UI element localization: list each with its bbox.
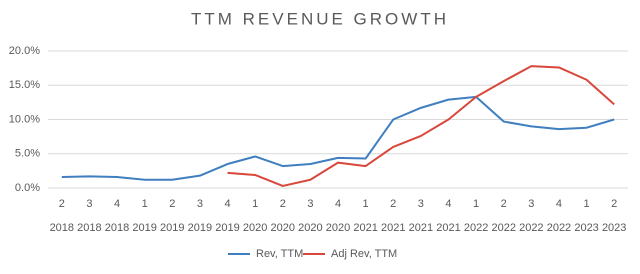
x-tick-label: 2021	[436, 222, 460, 234]
x-tick-label: 3	[528, 198, 534, 210]
y-tick-label: 20.0%	[9, 45, 40, 57]
x-tick-label: 3	[307, 198, 313, 210]
x-tick-label: 2	[611, 198, 617, 210]
x-tick-label: 4	[114, 198, 120, 210]
x-tick-label: 1	[363, 198, 369, 210]
y-tick-label: 10.0%	[9, 113, 40, 125]
x-tick-label: 2022	[464, 222, 488, 234]
x-tick-label: 1	[473, 198, 479, 210]
x-tick-label: 4	[556, 198, 562, 210]
x-tick-label: 2	[390, 198, 396, 210]
x-tick-label: 2022	[491, 222, 515, 234]
y-tick-label: 5.0%	[15, 148, 40, 160]
legend-label: Rev, TTM	[256, 248, 303, 260]
x-tick-label: 3	[418, 198, 424, 210]
x-tick-label: 2021	[381, 222, 405, 234]
x-tick-label: 2	[280, 198, 286, 210]
series-line	[61, 95, 615, 181]
x-tick-label: 2020	[243, 222, 267, 234]
x-tick-label: 2018	[105, 222, 129, 234]
x-tick-label: 1	[584, 198, 590, 210]
x-tick-label: 2020	[326, 222, 350, 234]
x-tick-label: 2018	[77, 222, 101, 234]
x-tick-label: 2019	[132, 222, 156, 234]
x-tick-label: 3	[86, 198, 92, 210]
x-tick-label: 2022	[519, 222, 543, 234]
x-tick-label: 3	[197, 198, 203, 210]
x-tick-label: 2019	[160, 222, 184, 234]
x-tick-label: 2022	[547, 222, 571, 234]
x-tick-label: 2020	[298, 222, 322, 234]
x-tick-label: 4	[224, 198, 230, 210]
x-tick-label: 2019	[188, 222, 212, 234]
x-tick-label: 2	[501, 198, 507, 210]
x-tick-label: 2018	[50, 222, 74, 234]
x-tick-label: 4	[445, 198, 451, 210]
legend-label: Adj Rev, TTM	[331, 248, 397, 260]
x-tick-label: 2023	[574, 222, 598, 234]
x-tick-label: 2021	[409, 222, 433, 234]
x-tick-label: 2020	[271, 222, 295, 234]
x-tick-label: 2023	[602, 222, 626, 234]
y-tick-label: 0.0%	[15, 182, 40, 194]
chart-title: TTM REVENUE GROWTH	[191, 9, 449, 28]
series-line	[227, 65, 615, 187]
y-tick-label: 15.0%	[9, 79, 40, 91]
x-tick-label: 2019	[215, 222, 239, 234]
x-tick-label: 2	[169, 198, 175, 210]
x-tick-label: 1	[252, 198, 258, 210]
x-tick-label: 1	[142, 198, 148, 210]
x-tick-label: 2021	[353, 222, 377, 234]
x-tick-label: 2	[59, 198, 65, 210]
x-tick-label: 4	[335, 198, 341, 210]
